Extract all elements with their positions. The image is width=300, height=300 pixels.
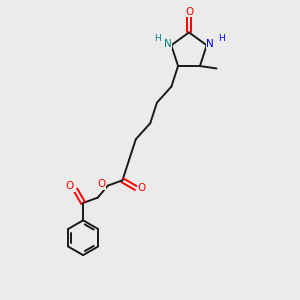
Text: O: O [98,179,106,190]
Text: N: N [164,39,172,49]
Text: H: H [154,34,161,43]
Text: N: N [206,39,214,49]
Text: O: O [66,182,74,191]
Text: H: H [218,34,224,43]
Text: O: O [137,183,146,193]
Text: O: O [185,7,193,17]
